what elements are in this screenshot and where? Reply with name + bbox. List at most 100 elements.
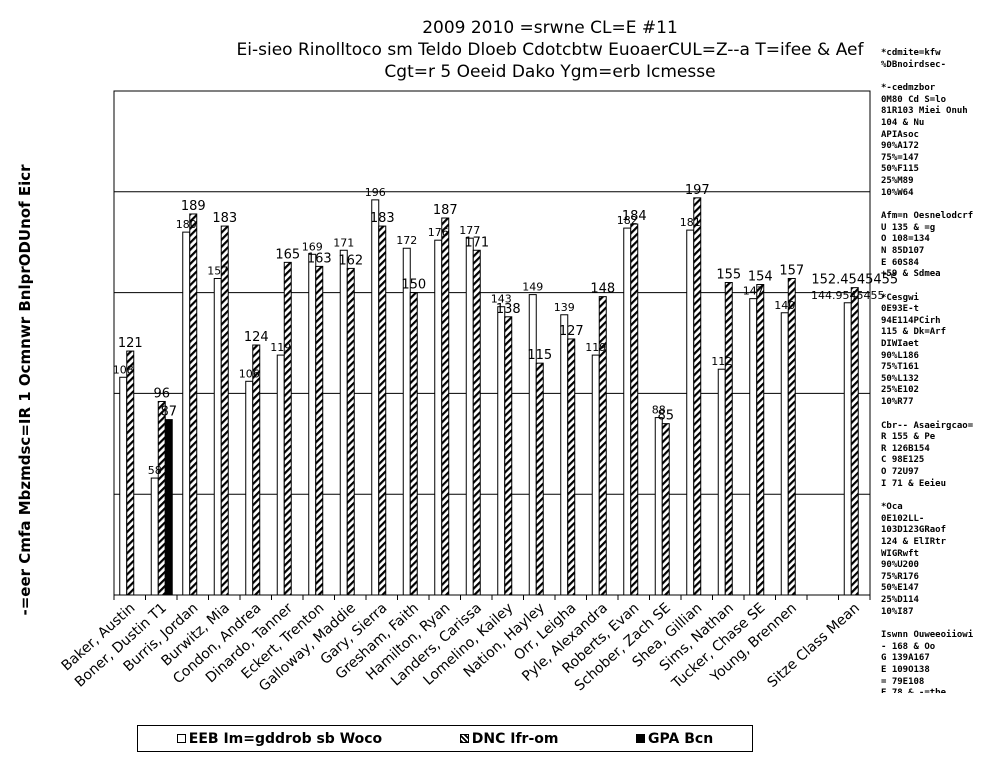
data-label: 87 (160, 405, 177, 420)
bar (402, 247, 411, 596)
data-label: 172 (396, 234, 417, 247)
data-label: 139 (554, 301, 575, 314)
data-label: 157 (207, 264, 228, 277)
data-label: 147 (743, 285, 764, 298)
side-notes: *cdmite=kfw %DBnoirdsec- *-cedmzbor 0M80 … (881, 48, 1003, 693)
bar (308, 253, 317, 596)
bar (472, 249, 481, 596)
data-label: 127 (559, 324, 584, 339)
data-label: 143 (491, 293, 512, 306)
bar (717, 368, 726, 596)
data-label: 155 (716, 268, 741, 283)
data-label: 183 (370, 211, 395, 226)
side-note-block: Iswnn Ouweeoiiowi - 168 & Oo G 139A167 E… (881, 630, 974, 693)
data-label: 138 (496, 302, 521, 317)
bar (598, 296, 607, 596)
data-label: 108 (113, 363, 134, 376)
data-label: 183 (212, 211, 237, 226)
data-label: 115 (527, 348, 552, 363)
legend-label-solid: GPA Bcn (648, 730, 714, 747)
bar (182, 231, 191, 596)
data-label: 184 (622, 209, 647, 224)
data-label: 112 (711, 355, 732, 368)
chart-subtitle-2: Cgt=r 5 Oeeid Dako Ygm=erb Icmesse (384, 62, 716, 82)
bar (724, 282, 733, 596)
data-label: 169 (302, 240, 323, 253)
bar (630, 223, 639, 596)
data-label: 171 (333, 236, 354, 249)
bar (787, 277, 796, 596)
legend-label-hatched: DNC Ifr-om (471, 730, 559, 747)
bar (661, 423, 670, 596)
bar (378, 225, 387, 596)
data-label: 154 (748, 270, 773, 285)
data-label: 187 (433, 203, 458, 218)
legend-swatch-hatched (459, 734, 469, 743)
bar (283, 261, 292, 596)
data-label: 196 (365, 186, 386, 199)
bar (346, 267, 355, 596)
bar (409, 292, 418, 596)
data-label: 144.9545455 (811, 289, 884, 302)
data-label: 181 (680, 216, 701, 229)
bar (276, 354, 285, 596)
data-label: 148 (590, 282, 615, 297)
legend-item-hollow: EEB Im=gddrob sb Woco (176, 730, 383, 747)
bar (189, 213, 198, 596)
chart-subtitle-1: Ei-sieo Rinolltoco sm Teldo Dloeb Cdotcb… (236, 40, 864, 60)
data-label: 124 (244, 330, 269, 345)
bar (528, 294, 537, 596)
bar (654, 417, 663, 596)
data-label: 165 (275, 247, 300, 262)
data-label: 152.4545455 (811, 273, 898, 288)
data-label: 58 (148, 464, 162, 477)
data-label: 197 (685, 183, 710, 198)
legend-label-hollow: EEB Im=gddrob sb Woco (188, 730, 383, 747)
bar (220, 225, 229, 596)
bar (497, 306, 506, 596)
data-label: 140 (774, 299, 795, 312)
legend: EEB Im=gddrob sb Woco DNC Ifr-om GPA Bcn (137, 725, 753, 752)
data-label: 149 (522, 281, 543, 294)
data-label: 182 (617, 214, 638, 227)
data-label: 119 (585, 341, 606, 354)
bar (213, 277, 222, 596)
data-label: 157 (779, 263, 804, 278)
bar (441, 217, 450, 596)
bar (434, 239, 443, 596)
side-note-block: *-cedmzbor 0M80 Cd S=lo 81R103 Miei Onuh… (881, 83, 968, 198)
data-label: 180 (176, 218, 197, 231)
data-label: 177 (459, 224, 480, 237)
bar (315, 265, 324, 596)
bar (756, 284, 765, 596)
bar (126, 350, 135, 596)
bar (843, 302, 852, 596)
chart-title: 2009 2010 =srwne CL=E #11 (422, 18, 678, 38)
bar (693, 197, 702, 596)
data-label: 189 (181, 199, 206, 214)
bar (339, 249, 348, 596)
bar (164, 419, 173, 596)
data-label: 121 (118, 336, 143, 351)
data-label: 150 (401, 278, 426, 293)
data-label: 96 (153, 386, 170, 401)
bar (371, 199, 380, 596)
data-label: 106 (239, 367, 260, 380)
legend-item-hatched: DNC Ifr-om (459, 730, 559, 747)
bar (119, 376, 128, 596)
bar (535, 362, 544, 596)
bar (567, 338, 576, 596)
legend-item-solid: GPA Bcn (636, 731, 713, 747)
legend-swatch-hollow (176, 734, 186, 743)
side-note-block: *Cesgwi 0E93E-t 94E114PCirh 115 & Dk=Arf… (881, 292, 947, 408)
data-label: 163 (307, 251, 332, 266)
legend-swatch-solid (636, 734, 646, 743)
side-note-block: *cdmite=kfw %DBnoirdsec- (881, 48, 947, 70)
bar (150, 477, 159, 596)
data-label: 85 (657, 409, 674, 424)
bar (504, 316, 513, 596)
data-label: 88 (652, 404, 666, 417)
bar (245, 380, 254, 596)
bar (252, 344, 261, 596)
